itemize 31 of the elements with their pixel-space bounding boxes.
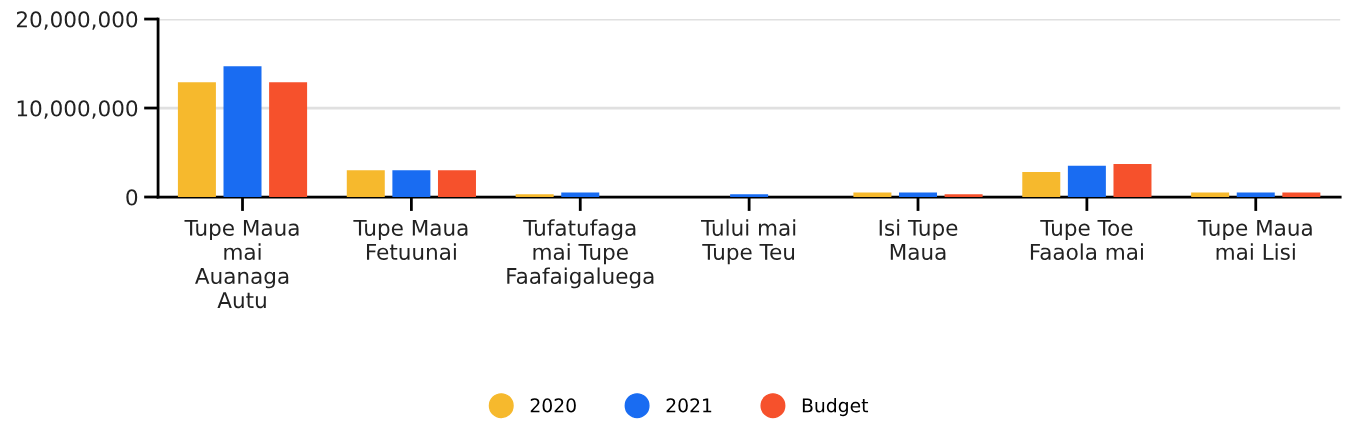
bar — [1282, 192, 1321, 198]
bar — [1022, 172, 1061, 198]
bar — [392, 170, 431, 198]
bar — [515, 194, 554, 198]
legend-label: 2020 — [530, 398, 576, 413]
y-tick-label: 0 — [126, 189, 138, 206]
bar — [561, 192, 600, 198]
x-tick-label: Tupe Maua mai Auanaga Autu — [184, 219, 299, 309]
bar — [177, 82, 216, 198]
y-tick-label: 10,000,000 — [17, 100, 138, 119]
bar — [730, 194, 769, 198]
x-tick-label: Tufatufaga mai Tupe Faafaigaluega — [507, 219, 654, 289]
x-tick-label: Tupe Maua mai Lisi — [1197, 219, 1312, 261]
bar — [1067, 165, 1106, 198]
bar — [1236, 192, 1275, 198]
x-tick-label: Isi Tupe Maua — [879, 219, 958, 261]
bar — [346, 170, 385, 198]
bar — [944, 194, 983, 198]
bar — [899, 192, 937, 198]
legend-label: Budget — [802, 397, 869, 417]
bar — [1191, 192, 1230, 198]
x-tick-label: Tului mai Tupe Teu — [701, 219, 796, 265]
x-tick-label: Tupe Maua Fetuunai — [353, 219, 468, 261]
bar — [853, 192, 892, 198]
y-tick-label: 20,000,000 — [16, 11, 138, 30]
x-tick-label: Tupe Toe Faaola mai — [1030, 219, 1143, 261]
bar — [437, 170, 476, 198]
bar — [269, 82, 308, 198]
bar — [223, 66, 262, 198]
bar — [1113, 164, 1152, 198]
legend-label: 2021 — [666, 398, 712, 413]
